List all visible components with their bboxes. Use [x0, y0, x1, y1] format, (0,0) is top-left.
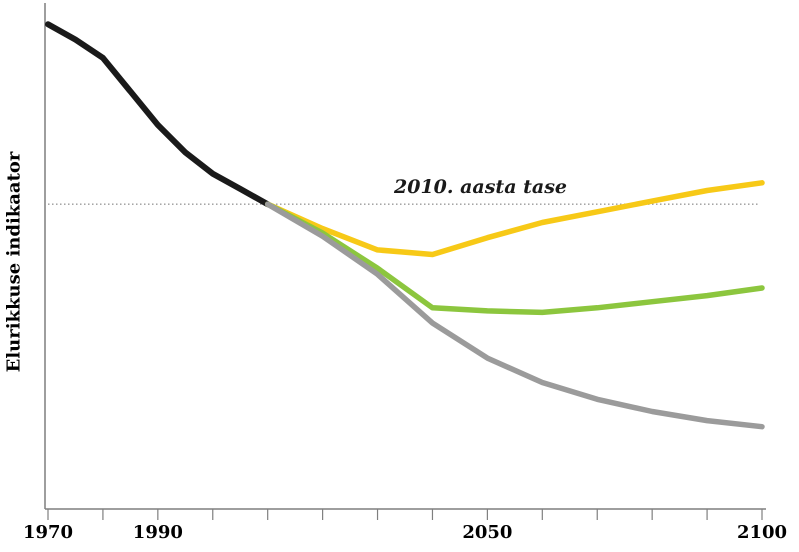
- reference-line-label: 2010. aasta tase: [394, 176, 568, 198]
- series-line-historical-black: [45, 21, 271, 208]
- series-line-scenario-yellow-recovery: [264, 180, 765, 258]
- x-tick-label-2100: 2100: [736, 522, 788, 543]
- y-axis-label: Elurikkuse indikaator: [3, 151, 25, 373]
- series-line-scenario-green-stabilisation: [264, 201, 765, 316]
- x-tick-label-1970: 1970: [22, 522, 74, 543]
- x-tick-label-2050: 2050: [462, 522, 513, 543]
- series-line-scenario-gray-decline: [264, 201, 765, 430]
- x-tick-label-1990: 1990: [132, 522, 183, 543]
